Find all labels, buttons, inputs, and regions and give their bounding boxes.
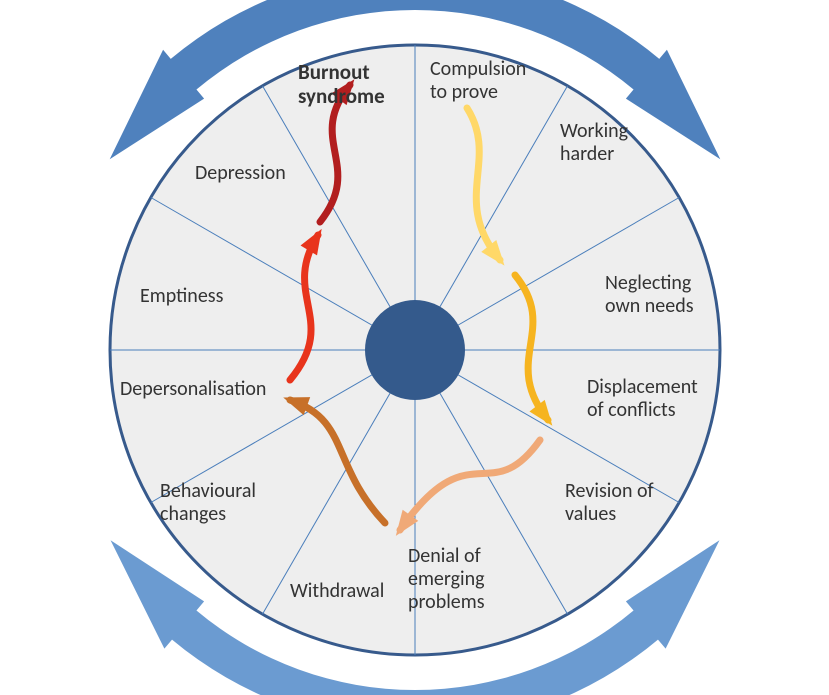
stage-label-compulsion: Compulsion to prove: [430, 58, 526, 104]
stage-label-denial: Denial of emerging problems: [408, 545, 485, 614]
stage-label-burnout: Burnout syndrome: [298, 60, 385, 108]
stage-label-working: Working harder: [560, 120, 628, 166]
stage-label-withdrawal: Withdrawal: [290, 580, 384, 603]
stage-label-displacement: Displacement of conflicts: [587, 376, 698, 422]
stage-label-depers: Depersonalisation: [120, 378, 266, 401]
diagram-stage: Compulsion to prove Working harder Neglect…: [0, 0, 829, 695]
stage-label-depression: Depression: [195, 162, 286, 185]
wheel-hub: [365, 300, 465, 400]
stage-label-behavioural: Behavioural changes: [160, 480, 256, 526]
stage-label-neglecting: Neglecting own needs: [605, 272, 694, 318]
stage-label-revision: Revision of values: [565, 480, 654, 526]
stage-label-emptiness: Emptiness: [140, 285, 223, 308]
